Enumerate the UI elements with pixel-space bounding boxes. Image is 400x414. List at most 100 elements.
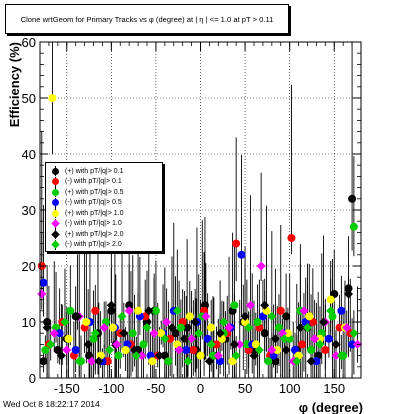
data-point (336, 351, 346, 361)
data-point (185, 312, 194, 321)
data-point (55, 329, 64, 338)
data-point (190, 317, 200, 327)
data-point (315, 339, 325, 349)
legend-item: (-) with pT/|q|> 0.1 (50, 176, 122, 187)
data-point (72, 311, 82, 321)
data-point (39, 357, 48, 366)
data-point (137, 351, 147, 361)
data-point (273, 346, 282, 354)
data-point (196, 351, 205, 360)
data-point (251, 340, 260, 349)
data-point (326, 295, 335, 304)
data-point (331, 339, 341, 349)
data-point (344, 289, 354, 299)
data-point (208, 351, 217, 360)
data-point (41, 346, 50, 354)
data-point (287, 234, 296, 242)
data-point (176, 323, 185, 332)
legend-marker-icon (50, 229, 61, 239)
data-point (94, 356, 104, 366)
data-point (326, 306, 336, 316)
data-point (139, 340, 148, 349)
data-point (241, 318, 250, 326)
data-point (112, 339, 122, 349)
x-tick-label: 150 (323, 381, 345, 396)
data-point (148, 357, 157, 366)
data-point (321, 346, 330, 354)
data-point (109, 323, 118, 332)
data-point (114, 351, 123, 360)
data-point (182, 346, 191, 354)
data-point (349, 328, 359, 338)
data-point (274, 323, 283, 332)
data-point (171, 329, 180, 338)
x-tick-label: -50 (147, 381, 166, 396)
legend-label: (-) with pT/|q|> 1.0 (65, 220, 122, 227)
x-axis-label: φ (degree) (299, 400, 363, 414)
data-point (74, 356, 84, 366)
data-point (204, 356, 214, 366)
y-tick-label: 30 (22, 203, 36, 218)
data-point (253, 318, 262, 326)
legend-item: (+) with pT/|q|> 1.0 (50, 208, 124, 218)
data-point (164, 357, 173, 366)
legend-marker-icon (50, 187, 61, 197)
data-point (56, 351, 66, 361)
data-point (249, 351, 259, 361)
data-point (207, 323, 216, 332)
y-tick-label: 60 (22, 35, 36, 50)
footer-timestamp: Wed Oct 8 18:22:17 2014 (3, 399, 100, 409)
data-point (229, 339, 239, 349)
data-point (62, 345, 72, 355)
data-point (174, 345, 184, 355)
legend-label: (+) with pT/|q|> 2.0 (65, 230, 124, 238)
data-point (124, 306, 134, 316)
data-point (42, 323, 52, 333)
data-point (298, 340, 307, 349)
data-point (134, 306, 143, 315)
data-point (71, 346, 80, 354)
y-tick-label: 50 (22, 91, 36, 106)
data-point (337, 306, 346, 315)
data-point (206, 339, 216, 349)
data-point (179, 334, 189, 344)
legend-marker-icon (50, 239, 61, 250)
data-point (348, 340, 357, 349)
data-point (157, 329, 166, 338)
data-point (128, 329, 137, 338)
y-tick-label: 10 (22, 315, 36, 330)
data-point (166, 334, 175, 343)
data-point (107, 306, 116, 315)
data-point (121, 346, 130, 354)
data-point (53, 346, 62, 354)
data-point (235, 339, 245, 349)
data-point (295, 323, 305, 333)
data-point (342, 323, 352, 333)
data-point (299, 306, 309, 316)
data-point (232, 239, 241, 248)
legend-label: (-) with pT/|q|> 0.5 (65, 199, 122, 206)
data-point (213, 351, 223, 361)
data-point (167, 323, 177, 333)
data-point (264, 357, 273, 366)
data-point (319, 317, 329, 327)
data-point (230, 301, 239, 310)
data-point (240, 311, 250, 321)
data-point (125, 301, 134, 310)
x-tick-label: -100 (98, 381, 124, 396)
data-point (331, 351, 341, 361)
data-point (91, 306, 100, 315)
data-point (348, 194, 357, 203)
legend-marker-icon (50, 166, 61, 176)
data-point (283, 329, 292, 338)
legend-item: (-) with pT/|q|> 2.0 (50, 239, 122, 250)
data-point (46, 339, 56, 349)
data-point (270, 334, 280, 344)
data-point (105, 345, 115, 355)
y-tick-label: 20 (22, 259, 36, 274)
data-point (231, 351, 241, 361)
data-point (154, 351, 164, 361)
legend-item: (-) with pT/|q|> 1.0 (50, 218, 122, 229)
data-point (90, 328, 100, 338)
